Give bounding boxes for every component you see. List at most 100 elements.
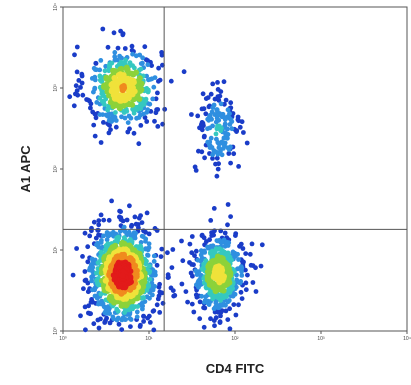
event-dot-0-156 bbox=[145, 89, 151, 95]
event-dot-3-101 bbox=[207, 139, 213, 145]
event-dot-1-54 bbox=[81, 286, 86, 292]
event-dot-3-47 bbox=[210, 156, 215, 161]
event-dot-0-5 bbox=[98, 140, 104, 145]
event-dot-3-72 bbox=[225, 107, 231, 113]
event-dot-1-82 bbox=[82, 269, 88, 274]
event-dot-1-37 bbox=[118, 209, 123, 215]
event-dot-3-96 bbox=[209, 145, 215, 150]
event-dot-2-11 bbox=[253, 289, 259, 294]
event-dot-1-56 bbox=[106, 217, 112, 223]
event-dot-2-165 bbox=[196, 269, 202, 274]
event-dot-0-27 bbox=[152, 118, 157, 124]
event-dot-2-53 bbox=[201, 235, 207, 241]
event-dot-0-19 bbox=[120, 32, 126, 38]
event-dot-0-419 bbox=[120, 84, 127, 91]
event-dot-1-13 bbox=[169, 265, 175, 270]
event-dot-0-91 bbox=[133, 53, 139, 59]
event-dot-1-60 bbox=[154, 302, 160, 308]
event-dot-0-101 bbox=[151, 84, 157, 90]
event-dot-1-107 bbox=[116, 321, 122, 327]
event-dot-0-176 bbox=[102, 68, 108, 74]
event-dot-0-43 bbox=[129, 43, 135, 49]
event-dot-1-75 bbox=[98, 316, 103, 322]
y-tick-label-4: 10⁴ bbox=[53, 3, 59, 11]
event-dot-2-56 bbox=[236, 302, 241, 308]
event-dot-1-15 bbox=[168, 285, 174, 291]
event-dot-1-21 bbox=[91, 219, 97, 225]
event-dot-3-78 bbox=[229, 126, 235, 132]
event-dot-0-26 bbox=[160, 62, 165, 68]
event-dot-2-44 bbox=[243, 251, 249, 256]
event-dot-3-2 bbox=[244, 140, 250, 146]
event-dot-2-59 bbox=[243, 280, 249, 286]
event-dot-0-32 bbox=[79, 73, 85, 79]
event-dot-2-20 bbox=[185, 299, 191, 305]
event-dot-3-65 bbox=[202, 133, 207, 139]
event-dot-0-17 bbox=[74, 69, 80, 75]
event-dot-2-58 bbox=[222, 230, 228, 236]
event-dot-0-25 bbox=[91, 122, 97, 128]
event-dot-2-479 bbox=[215, 272, 222, 279]
event-dot-1-10 bbox=[70, 272, 76, 278]
event-dot-1-34 bbox=[165, 275, 171, 280]
event-dot-2-62 bbox=[193, 248, 199, 254]
event-dot-3-117 bbox=[208, 135, 214, 141]
event-dot-0-148 bbox=[115, 57, 120, 63]
event-dot-3-27 bbox=[235, 117, 241, 122]
event-dot-1-46 bbox=[88, 311, 93, 317]
event-dot-1-73 bbox=[156, 293, 162, 299]
event-dot-0-3 bbox=[100, 26, 106, 32]
event-dot-1-84 bbox=[133, 221, 139, 227]
event-dot-1-92 bbox=[93, 235, 99, 241]
event-dot-1-1 bbox=[83, 327, 88, 333]
event-dot-3-9 bbox=[241, 130, 246, 135]
event-dot-2-18 bbox=[189, 234, 195, 239]
event-dot-2-31 bbox=[248, 262, 254, 268]
event-dot-0-65 bbox=[88, 101, 94, 107]
event-dot-0-7 bbox=[92, 133, 98, 139]
event-dot-1-124 bbox=[151, 253, 157, 259]
event-dot-1-112 bbox=[129, 224, 134, 229]
event-dot-3-39 bbox=[223, 97, 229, 103]
event-dot-1-35 bbox=[160, 300, 166, 306]
event-dot-1-206 bbox=[149, 280, 155, 286]
event-dot-2-83 bbox=[223, 308, 229, 314]
event-dot-2-27 bbox=[247, 251, 253, 257]
event-dot-0-188 bbox=[138, 102, 143, 108]
event-dot-2-46 bbox=[240, 246, 246, 251]
event-dot-1-48 bbox=[159, 246, 165, 252]
event-dot-2-24 bbox=[197, 316, 203, 322]
event-dot-0-120 bbox=[92, 85, 98, 91]
event-dot-2-3 bbox=[225, 202, 231, 207]
event-dot-0-67 bbox=[93, 61, 99, 66]
event-dot-2-2 bbox=[259, 242, 265, 248]
event-dot-1-83 bbox=[120, 218, 126, 224]
event-dot-3-50 bbox=[216, 97, 222, 103]
event-dot-1-26 bbox=[157, 310, 163, 315]
x-tick-label-2: 10² bbox=[231, 336, 239, 342]
event-dot-1-899 bbox=[119, 272, 126, 279]
event-dot-3-134 bbox=[221, 135, 227, 141]
event-dot-0-75 bbox=[143, 57, 149, 63]
event-dot-0-93 bbox=[145, 107, 151, 113]
event-dot-2-145 bbox=[219, 240, 225, 245]
event-dot-1-2 bbox=[109, 198, 114, 204]
event-dot-2-26 bbox=[250, 280, 256, 285]
event-dot-0-126 bbox=[112, 114, 118, 120]
event-dot-1-29 bbox=[96, 218, 102, 224]
event-dot-2-71 bbox=[211, 232, 217, 238]
event-dot-0-1 bbox=[74, 44, 80, 50]
event-dot-0-15 bbox=[159, 52, 165, 58]
event-dot-2-21 bbox=[187, 241, 193, 247]
event-dot-0-214 bbox=[130, 106, 136, 112]
event-dot-0-40 bbox=[105, 44, 111, 50]
event-dot-0-71 bbox=[155, 90, 160, 96]
event-dot-3-109 bbox=[225, 135, 230, 141]
event-dot-1-4 bbox=[170, 247, 176, 252]
event-dot-0-113 bbox=[112, 54, 118, 60]
event-dot-0-136 bbox=[146, 77, 151, 83]
event-dot-1-11 bbox=[151, 327, 157, 333]
ticks-layer: 10⁰ 10¹ 10² 10³ 10⁴ 10⁰ 10¹ 10² 10³ 10⁴ bbox=[53, 3, 411, 342]
event-dot-0-50 bbox=[88, 105, 93, 111]
event-dot-0-79 bbox=[140, 55, 146, 61]
